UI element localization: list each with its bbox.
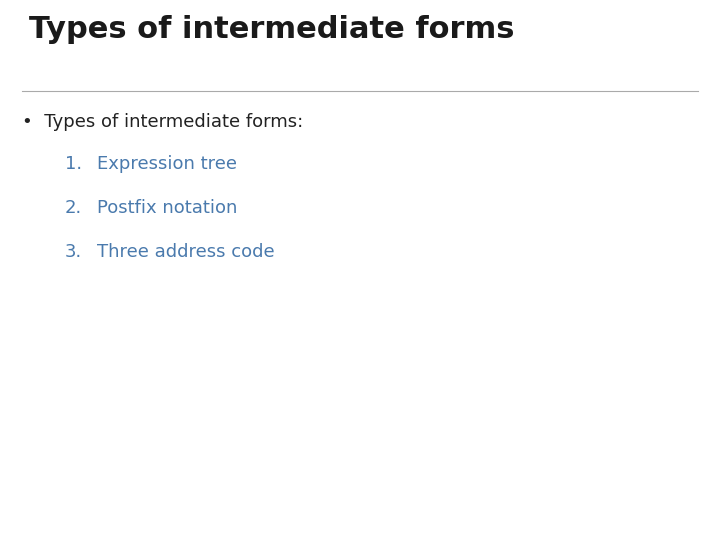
Text: •  Types of intermediate forms:: • Types of intermediate forms: bbox=[22, 113, 303, 131]
Text: Postfix notation: Postfix notation bbox=[97, 199, 238, 217]
Text: Unit – 7 : Compiler: Unit – 7 : Compiler bbox=[22, 509, 150, 523]
Text: 1.: 1. bbox=[65, 155, 82, 173]
Text: 3.: 3. bbox=[65, 243, 82, 261]
Text: 25: 25 bbox=[351, 509, 369, 523]
Text: Darshan Institute of Engineering & Technology: Darshan Institute of Engineering & Techn… bbox=[375, 509, 698, 523]
Text: Expression tree: Expression tree bbox=[97, 155, 237, 173]
Text: Types of intermediate forms: Types of intermediate forms bbox=[29, 15, 514, 44]
Text: Three address code: Three address code bbox=[97, 243, 275, 261]
Text: 2.: 2. bbox=[65, 199, 82, 217]
